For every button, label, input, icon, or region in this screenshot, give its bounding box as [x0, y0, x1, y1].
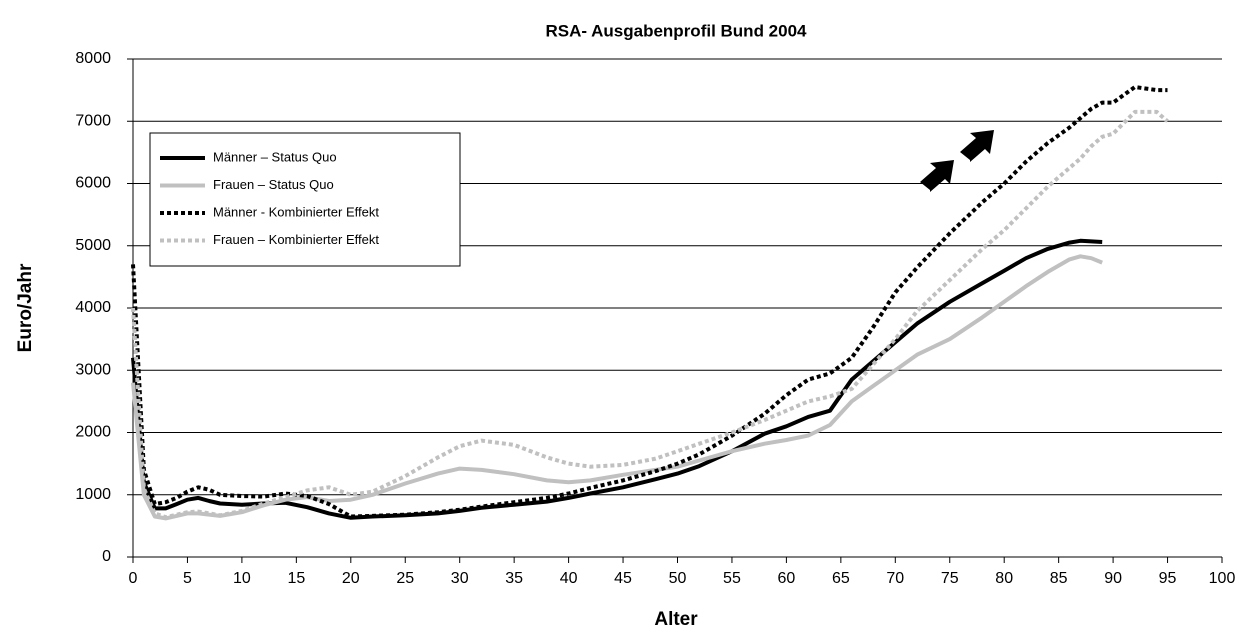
- y-tick-label: 0: [102, 548, 111, 565]
- x-tick-label: 70: [886, 570, 904, 587]
- x-tick-label: 10: [233, 570, 251, 587]
- x-tick-label: 80: [995, 570, 1013, 587]
- y-tick-label: 5000: [75, 237, 111, 254]
- arrows: [920, 130, 994, 192]
- x-tick-label: 65: [832, 570, 850, 587]
- series-line: [131, 109, 1169, 520]
- x-tick-label: 5: [183, 570, 192, 587]
- legend-label: Männer – Status Quo: [213, 149, 337, 164]
- x-tick-label: 40: [560, 570, 578, 587]
- legend-label: Frauen – Kombinierter Effekt: [213, 232, 379, 247]
- x-tick-label: 20: [342, 570, 360, 587]
- y-tick-label: 2000: [75, 424, 111, 441]
- x-tick-label: 75: [941, 570, 959, 587]
- legend-label: Frauen – Status Quo: [213, 177, 334, 192]
- y-tick-label: 1000: [75, 486, 111, 503]
- x-tick-label: 50: [669, 570, 687, 587]
- arrow: [960, 130, 994, 162]
- y-tick-label: 7000: [75, 112, 111, 129]
- x-tick-label: 90: [1104, 570, 1122, 587]
- y-axis-label: Euro/Jahr: [15, 263, 36, 352]
- x-axis-label: Alter: [654, 609, 698, 630]
- series-line: [131, 85, 1168, 519]
- arrow: [920, 160, 954, 192]
- x-tick-label: 30: [451, 570, 469, 587]
- y-tick-label: 8000: [75, 50, 111, 67]
- y-tick-label: 3000: [75, 361, 111, 378]
- chart-title: RSA- Ausgabenprofil Bund 2004: [545, 21, 807, 40]
- y-tick-label: 6000: [75, 175, 111, 192]
- x-tick-label: 55: [723, 570, 741, 587]
- legend: Männer – Status Quo Frauen – Status Quo Mä…: [149, 132, 461, 267]
- x-tick-label: 45: [614, 570, 632, 587]
- x-tick-label: 35: [505, 570, 523, 587]
- y-tick-label: 4000: [75, 299, 111, 316]
- x-tick-label: 95: [1159, 570, 1177, 587]
- x-tick-label: 85: [1050, 570, 1068, 587]
- x-tick-label: 60: [778, 570, 796, 587]
- series-line: [131, 238, 1103, 520]
- x-tick-label: 100: [1209, 570, 1236, 587]
- x-tick-label: 25: [396, 570, 414, 587]
- x-tick-label: 0: [129, 570, 138, 587]
- legend-label: Männer - Kombinierter Effekt: [213, 204, 379, 219]
- legend-box: [149, 132, 461, 267]
- x-tick-label: 15: [287, 570, 305, 587]
